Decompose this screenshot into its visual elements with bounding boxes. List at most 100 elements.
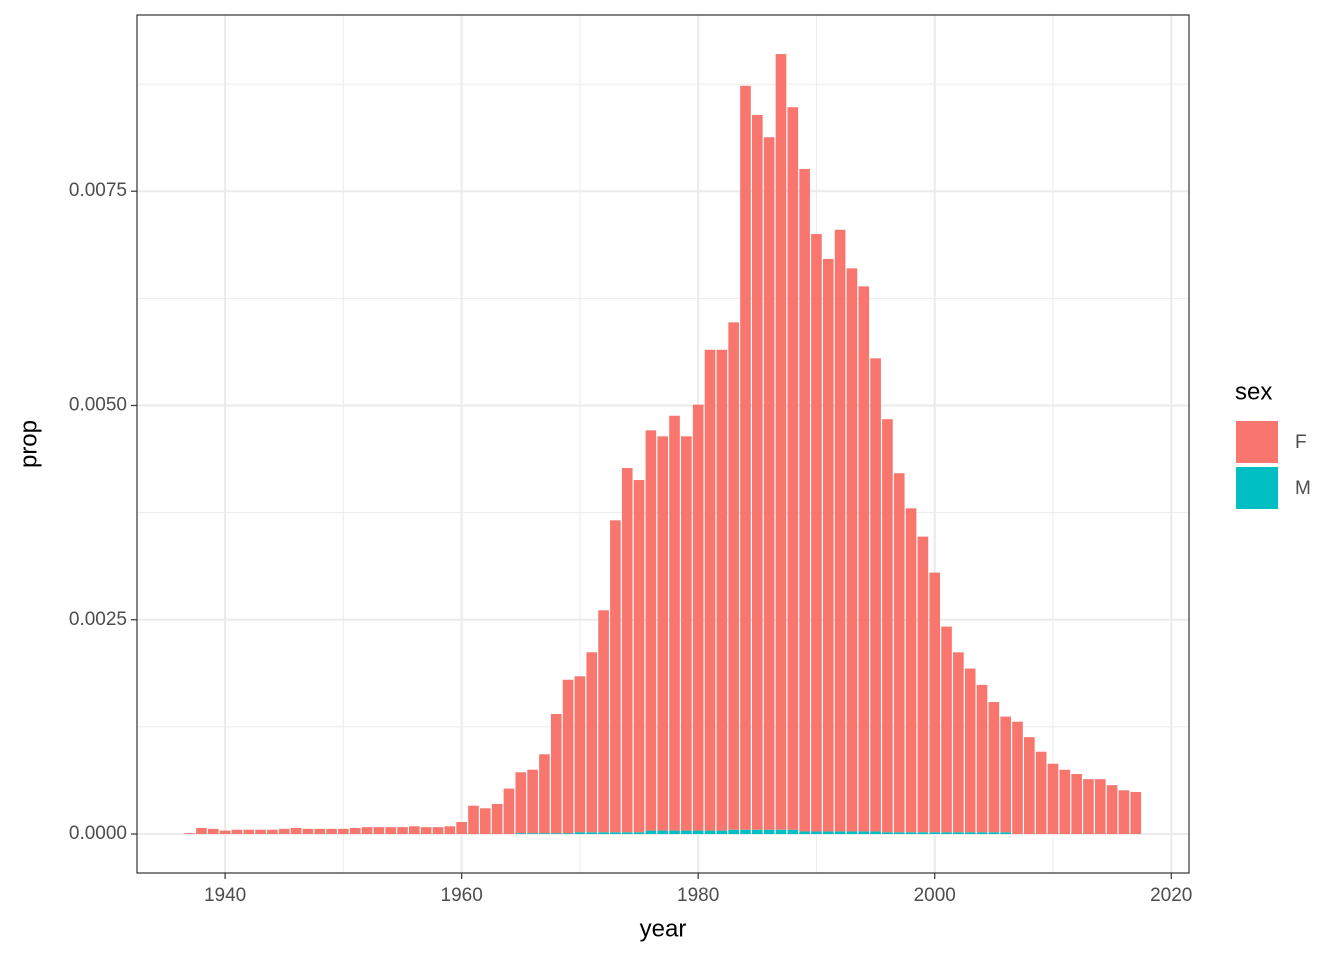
bar-segment: [870, 831, 881, 835]
bar-segment: [905, 832, 917, 835]
bar-segment: [941, 832, 952, 835]
bar-segment: [314, 828, 326, 835]
bar-segment: [1024, 737, 1035, 835]
bar-segment: [811, 234, 822, 832]
bar-segment: [976, 684, 988, 833]
bar-segment: [373, 827, 385, 835]
bar-segment: [645, 830, 657, 835]
bar-segment: [1059, 769, 1071, 835]
bar-segment: [479, 808, 491, 835]
bar-segment: [704, 349, 716, 831]
bar-segment: [692, 404, 704, 831]
bar-segment: [550, 714, 562, 834]
bar-segment: [964, 832, 976, 835]
bar-segment: [491, 804, 503, 835]
bar-segment: [586, 832, 598, 835]
y-tick-label: 0.0050: [69, 394, 127, 415]
y-axis-title: prop: [15, 420, 42, 468]
bar-segment: [917, 832, 929, 835]
bar-segment: [527, 769, 538, 834]
bar-segment: [1000, 832, 1012, 835]
bar-segment: [1000, 716, 1012, 833]
bar-segment: [811, 831, 822, 835]
legend-key: [1236, 467, 1278, 509]
bar-segment: [290, 828, 302, 835]
panel-border: [136, 14, 1190, 874]
bar-segment: [621, 468, 633, 833]
x-tick-label: 2000: [914, 885, 956, 906]
bar-segment: [645, 430, 657, 831]
bar-segment: [882, 419, 893, 833]
bar-segment: [882, 832, 893, 835]
bar-segment: [846, 268, 858, 832]
legend-key: [1236, 421, 1278, 463]
bar-segment: [539, 833, 550, 835]
bar-segment: [574, 832, 586, 835]
bar-segment: [704, 830, 716, 835]
bar-segment: [740, 829, 751, 835]
bar-segment: [633, 832, 645, 835]
bar-segment: [621, 832, 633, 835]
bar-segment: [184, 833, 195, 835]
bar-segment: [1047, 763, 1059, 835]
bar-segment: [787, 829, 799, 835]
bar-segment: [681, 830, 692, 835]
bar-segment: [207, 828, 219, 835]
bar-segment: [527, 833, 538, 835]
bar-segment: [326, 828, 337, 835]
x-tick-label: 1960: [441, 885, 483, 906]
bar-segment: [515, 833, 527, 835]
bar-segment: [633, 480, 645, 833]
bar-segment: [338, 828, 349, 835]
legend: FM: [1236, 421, 1311, 509]
x-axis-title: year: [640, 915, 687, 942]
bar-segment: [846, 831, 858, 835]
bar-segment: [1035, 751, 1047, 835]
bar-segment: [740, 85, 751, 830]
bar-segment: [432, 827, 444, 835]
bar-segment: [858, 286, 870, 832]
bar-segment: [657, 830, 669, 835]
bar-segment: [456, 822, 467, 835]
y-tick-label: 0.0075: [69, 180, 127, 201]
bar-segment: [219, 830, 231, 835]
bar-segment: [278, 828, 290, 835]
bar-segment: [444, 826, 456, 835]
x-tick-label: 1940: [204, 885, 246, 906]
bar-segment: [775, 54, 787, 830]
bar-segment: [953, 832, 964, 835]
y-tick-label: 0.0000: [69, 823, 127, 844]
bar-segment: [1118, 790, 1130, 835]
bar-segment: [799, 168, 810, 832]
bar-segment: [929, 572, 941, 833]
bar-segment: [657, 436, 669, 831]
bar-segment: [515, 772, 527, 834]
legend-title: sex: [1235, 378, 1272, 405]
bar-segment: [267, 829, 278, 835]
bar-segment: [302, 828, 314, 835]
bar-segment: [349, 828, 361, 835]
legend-label: M: [1295, 478, 1311, 499]
bar-segment: [1071, 774, 1082, 835]
x-tick-label: 1980: [677, 885, 719, 906]
bar-segment: [988, 832, 1000, 835]
bar-segment: [858, 831, 870, 835]
bar-segment: [361, 827, 373, 835]
bar-segment: [799, 831, 810, 835]
bar-segment: [1094, 779, 1106, 835]
bar-segment: [610, 832, 621, 835]
bar-segment: [716, 830, 728, 835]
bar-segment: [822, 831, 834, 835]
bar-segment: [728, 322, 739, 830]
bar-segment: [1106, 785, 1118, 835]
bar-segment: [834, 831, 846, 835]
bar-segment: [610, 520, 621, 833]
bar-segment: [870, 358, 881, 832]
bar-segment: [385, 827, 397, 835]
bar-segment: [1083, 779, 1094, 835]
bar-segment: [255, 829, 266, 835]
bar-segment: [550, 833, 562, 835]
bar-segment: [763, 137, 775, 830]
bar-segment: [822, 258, 834, 832]
